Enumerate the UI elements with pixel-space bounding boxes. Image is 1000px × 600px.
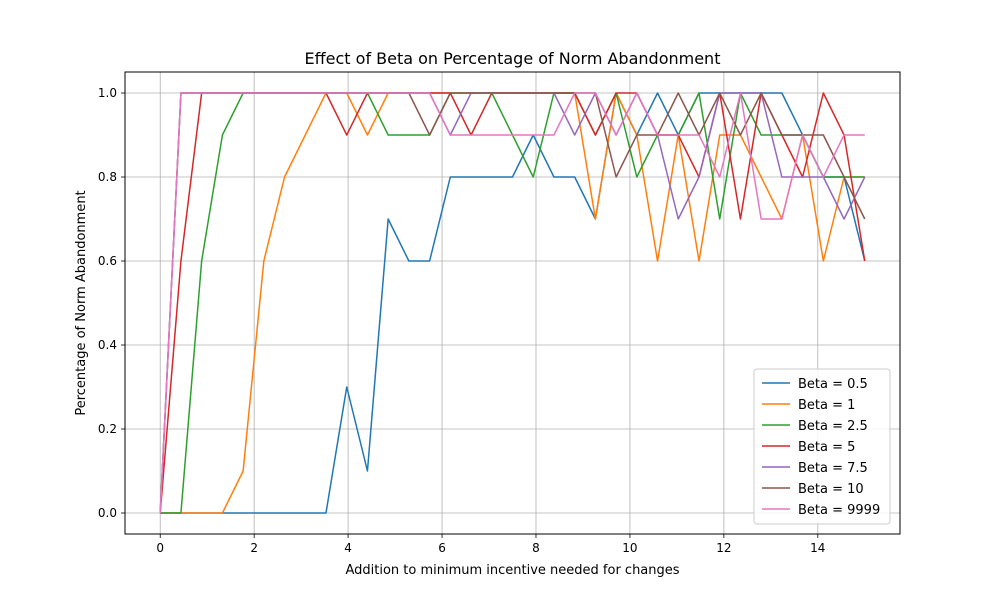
axis-ticks: 0 2 4 6 8 10 12 14 0.0 0.2 0.4 0.6 0.8 1.0 (98, 86, 826, 555)
y-tick-label: 1.0 (98, 86, 117, 100)
x-axis-label: Addition to minimum incentive needed for… (345, 563, 679, 578)
y-tick-label: 0.8 (98, 170, 117, 184)
series-lines (159, 92, 866, 514)
y-axis-label: Percentage of Norm Abandonment (74, 190, 89, 415)
series-line-6 (159, 92, 865, 514)
legend-label: Beta = 1 (798, 398, 855, 413)
x-tick-label: 14 (810, 541, 825, 555)
legend-label: Beta = 2.5 (798, 419, 868, 434)
y-tick-label: 0.0 (98, 506, 117, 520)
legend-box (753, 368, 891, 525)
legend-label: Beta = 10 (798, 482, 864, 497)
chart-title: Effect of Beta on Percentage of Norm Aba… (305, 49, 721, 68)
legend-label: Beta = 7.5 (798, 461, 868, 476)
x-tick-label: 12 (716, 541, 731, 555)
x-tick-label: 2 (250, 541, 258, 555)
y-tick-label: 0.6 (98, 254, 117, 268)
legend-label: Beta = 0.5 (798, 377, 868, 392)
x-tick-label: 6 (438, 541, 446, 555)
x-tick-label: 4 (344, 541, 352, 555)
legend-label: Beta = 5 (798, 440, 855, 455)
plot-frame (124, 71, 901, 535)
legend-label: Beta = 9999 (798, 503, 880, 518)
y-tick-label: 0.2 (98, 422, 117, 436)
legend: Beta = 0.5 Beta = 1 Beta = 2.5 Beta = 5 Beta… (753, 368, 891, 525)
x-tick-label: 10 (622, 541, 637, 555)
x-tick-label: 0 (156, 541, 164, 555)
x-tick-label: 8 (532, 541, 540, 555)
y-tick-label: 0.4 (98, 338, 117, 352)
